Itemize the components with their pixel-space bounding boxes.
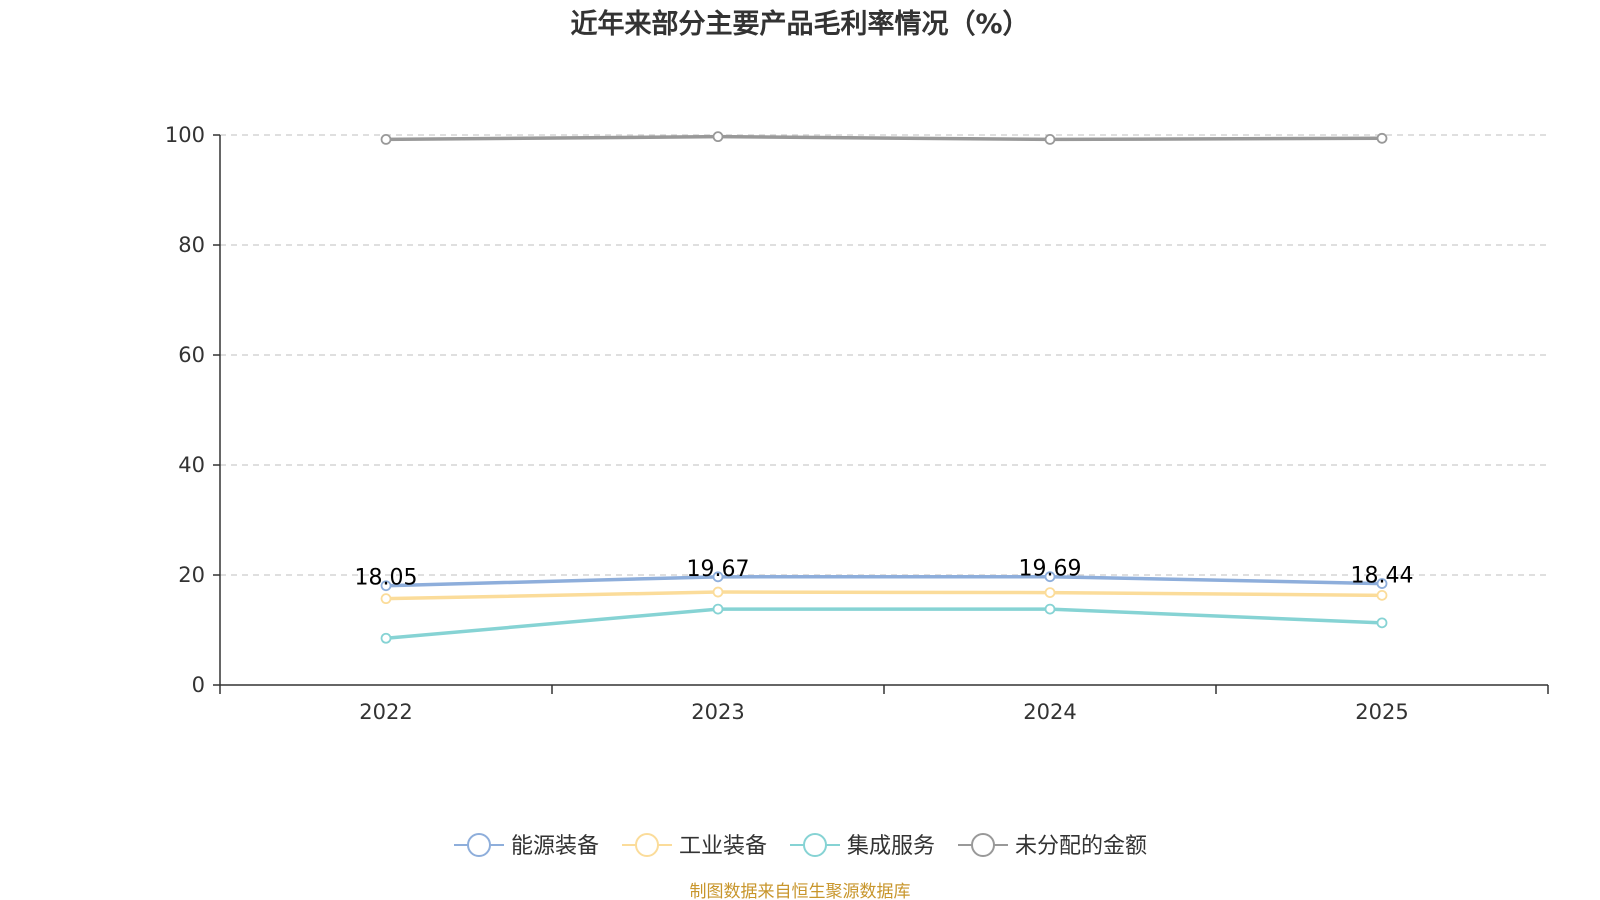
legend-marker bbox=[803, 833, 827, 857]
data-labels: 18.05 19.67 19.69 18.44 bbox=[355, 557, 1414, 591]
legend-label: 集成服务 bbox=[847, 834, 935, 859]
data-point[interactable] bbox=[1044, 571, 1056, 583]
data-label: 19.69 bbox=[1019, 557, 1082, 582]
y-tick-label: 100 bbox=[165, 123, 205, 147]
legend-item[interactable]: 工业装备 bbox=[622, 833, 767, 859]
data-point[interactable] bbox=[1376, 589, 1388, 601]
data-point[interactable] bbox=[712, 571, 724, 583]
axes: 0 20 40 60 80 100 2022 2023 2024 2025 bbox=[165, 123, 1549, 724]
data-point[interactable] bbox=[380, 133, 392, 145]
legend: 能源装备 工业装备 集成服务 未分配的金额 bbox=[454, 833, 1147, 859]
legend-label: 未分配的金额 bbox=[1015, 834, 1147, 859]
series-line bbox=[384, 134, 1384, 142]
data-point[interactable] bbox=[380, 593, 392, 605]
series-line bbox=[384, 590, 1384, 601]
legend-marker bbox=[467, 833, 491, 857]
legend-item[interactable]: 集成服务 bbox=[790, 833, 935, 859]
data-point[interactable] bbox=[1376, 578, 1388, 589]
chart-title: 近年来部分主要产品毛利率情况（%） bbox=[570, 8, 1029, 40]
series-2 bbox=[380, 586, 1388, 605]
legend-item[interactable]: 能源装备 bbox=[454, 833, 599, 859]
data-point[interactable] bbox=[712, 131, 724, 143]
series-1 bbox=[380, 571, 1388, 592]
x-tick-label: 2022 bbox=[359, 700, 412, 724]
data-label: 19.67 bbox=[687, 557, 750, 582]
x-tick-label: 2025 bbox=[1355, 700, 1408, 724]
data-label: 18.05 bbox=[355, 566, 418, 591]
series-4 bbox=[380, 131, 1388, 145]
grid-lines bbox=[220, 134, 1548, 576]
legend-marker bbox=[635, 833, 659, 857]
data-point[interactable] bbox=[380, 580, 392, 592]
data-point[interactable] bbox=[380, 632, 392, 644]
y-tick-label: 80 bbox=[178, 233, 205, 257]
x-tick-label: 2024 bbox=[1023, 700, 1076, 724]
series-line bbox=[384, 574, 1384, 588]
legend-label: 能源装备 bbox=[511, 834, 599, 859]
series-line bbox=[384, 607, 1384, 640]
data-point[interactable] bbox=[1044, 133, 1056, 145]
series-3 bbox=[380, 603, 1388, 644]
data-point[interactable] bbox=[1044, 587, 1056, 598]
x-tick-label: 2023 bbox=[691, 700, 744, 724]
y-tick-label: 20 bbox=[178, 563, 205, 587]
data-point[interactable] bbox=[1044, 603, 1056, 615]
y-tick-label: 0 bbox=[192, 673, 205, 697]
data-point[interactable] bbox=[712, 586, 724, 598]
legend-label: 工业装备 bbox=[679, 834, 767, 859]
data-point[interactable] bbox=[1376, 132, 1388, 144]
data-label: 18.44 bbox=[1351, 564, 1414, 589]
legend-marker bbox=[971, 833, 995, 857]
data-point[interactable] bbox=[712, 603, 724, 615]
source-note: 制图数据来自恒生聚源数据库 bbox=[690, 882, 911, 900]
data-point[interactable] bbox=[1376, 617, 1388, 629]
series-lines bbox=[380, 131, 1388, 644]
legend-item[interactable]: 未分配的金额 bbox=[958, 833, 1147, 859]
y-tick-label: 40 bbox=[178, 453, 205, 477]
y-tick-label: 60 bbox=[178, 343, 205, 367]
